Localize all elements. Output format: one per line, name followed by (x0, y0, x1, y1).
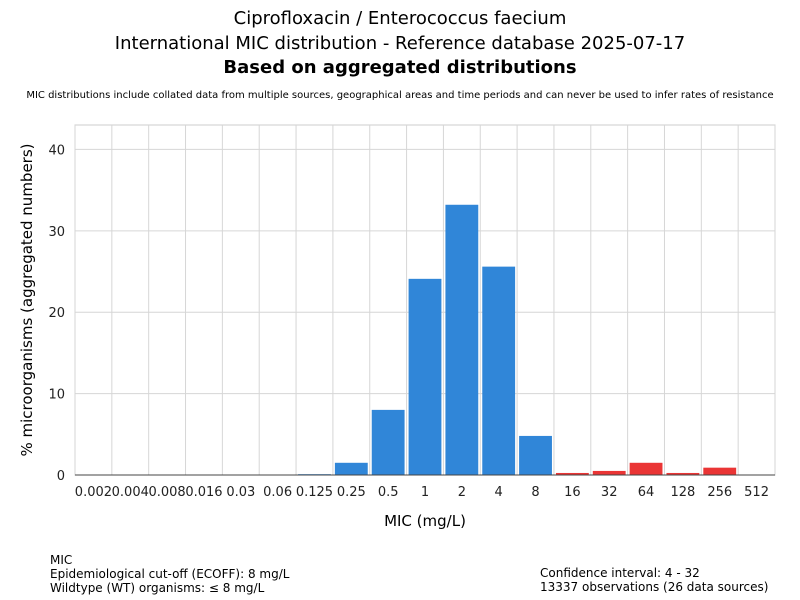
chart-subtitle-bold: Based on aggregated distributions (223, 57, 577, 78)
x-tick-label: 1 (421, 485, 429, 500)
bar-16 (555, 472, 589, 475)
bar-8 (519, 435, 552, 475)
bar-32 (592, 470, 626, 475)
bar-128 (666, 472, 700, 475)
x-tick-label: 4 (495, 485, 503, 500)
x-tick-label: 0.125 (296, 485, 333, 500)
footer-mic: MIC (50, 553, 73, 567)
bar-2 (445, 204, 479, 475)
chart-subtitle: International MIC distribution - Referen… (114, 33, 686, 54)
x-tick-label: 0.016 (185, 485, 222, 500)
x-tick-label: 0.002 (75, 485, 112, 500)
footer-ecoff: Epidemiological cut-off (ECOFF): 8 mg/L (50, 567, 290, 581)
x-axis-label: MIC (mg/L) (384, 512, 466, 530)
y-axis-label: % microorganisms (aggregated numbers) (18, 143, 36, 456)
bar-1 (408, 278, 442, 475)
x-tick-label: 0.008 (148, 485, 185, 500)
y-tick-label: 30 (48, 225, 65, 240)
bar-4 (482, 266, 516, 475)
footer-left: MIC Epidemiological cut-off (ECOFF): 8 m… (50, 553, 289, 595)
x-tick-label: 32 (601, 485, 618, 500)
x-tick-label: 64 (638, 485, 655, 500)
chart-note: MIC distributions include collated data … (26, 90, 774, 101)
x-tick-label: 128 (670, 485, 695, 500)
y-tick-label: 20 (48, 306, 65, 321)
bar-256 (703, 467, 737, 475)
y-tick-label: 10 (48, 388, 65, 403)
footer-right: Confidence interval: 4 - 32 13337 observ… (540, 566, 768, 594)
bar-0.25 (334, 462, 368, 475)
footer-wildtype: Wildtype (WT) organisms: ≤ 8 mg/L (50, 581, 265, 595)
y-tick-label: 0 (57, 469, 65, 484)
x-tick-label: 0.03 (226, 485, 255, 500)
bar-0.5 (371, 409, 405, 475)
footer-confidence: Confidence interval: 4 - 32 (540, 566, 700, 580)
x-tick-label: 256 (707, 485, 732, 500)
x-tick-label: 8 (531, 485, 539, 500)
x-tick-label: 0.004 (112, 485, 149, 500)
y-tick-label: 40 (48, 143, 65, 158)
x-tick-label: 0.06 (263, 485, 292, 500)
x-tick-label: 0.5 (378, 485, 399, 500)
bar-64 (629, 462, 663, 475)
footer-observations: 13337 observations (26 data sources) (540, 580, 769, 594)
x-tick-label: 0.25 (337, 485, 366, 500)
x-tick-label: 2 (458, 485, 466, 500)
x-tick-label: 512 (744, 485, 769, 500)
chart-title: Ciprofloxacin / Enterococcus faecium (233, 8, 567, 29)
x-tick-label: 16 (564, 485, 581, 500)
